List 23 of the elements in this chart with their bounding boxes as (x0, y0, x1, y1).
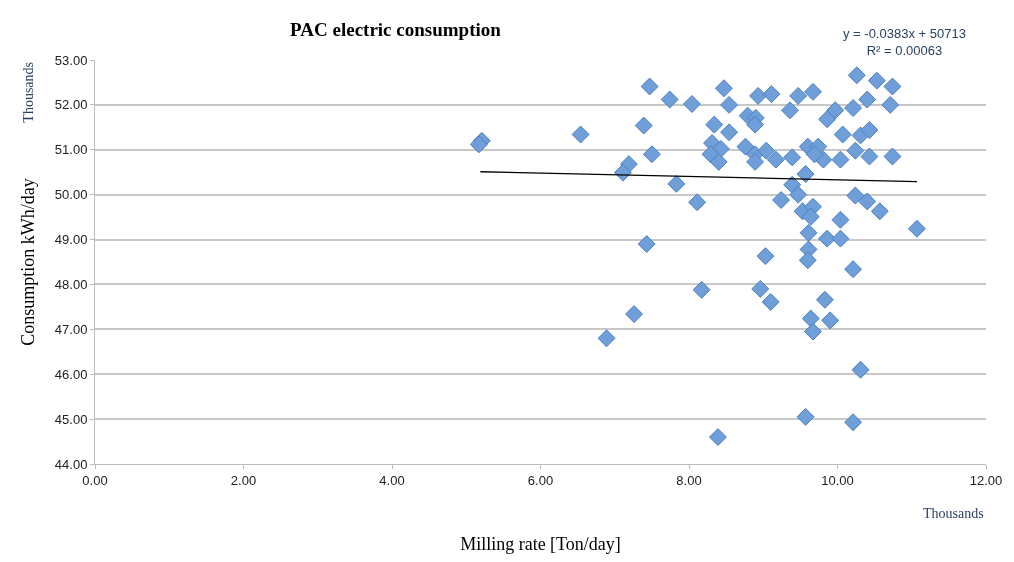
y-axis-title: Consumption kWh/day (18, 178, 39, 346)
x-axis-title: Milling rate [Ton/day] (460, 533, 621, 554)
x-tick-label: 2.00 (230, 472, 257, 488)
y-tick-label: 53.00 (54, 52, 88, 68)
x-tick-label: 10.00 (821, 472, 854, 488)
y-tick-label: 47.00 (54, 321, 88, 337)
y-tick-label: 50.00 (54, 187, 88, 203)
y-tick-label: 51.00 (54, 142, 88, 158)
y-tick-label: 45.00 (54, 411, 88, 427)
x-tick-label: 8.00 (676, 472, 702, 488)
y-tick-label: 44.00 (54, 456, 88, 472)
text: Thousands (20, 62, 36, 123)
x-tick-label: 12.00 (969, 472, 1003, 488)
text: y = -0.0383x + 50713 R² = 0.00063 (843, 26, 966, 58)
y-tick-label: 52.00 (54, 97, 88, 113)
y-tick-label: 48.00 (54, 276, 88, 292)
text: Thousands (923, 506, 984, 521)
x-tick-label: 4.00 (379, 472, 405, 488)
y-tick-label: 49.00 (54, 232, 88, 248)
x-tick-label: 0.00 (82, 472, 108, 488)
chart-title: PAC electric consumption (290, 18, 502, 40)
x-tick-label: 6.00 (527, 472, 554, 488)
y-tick-label: 46.00 (54, 366, 88, 382)
